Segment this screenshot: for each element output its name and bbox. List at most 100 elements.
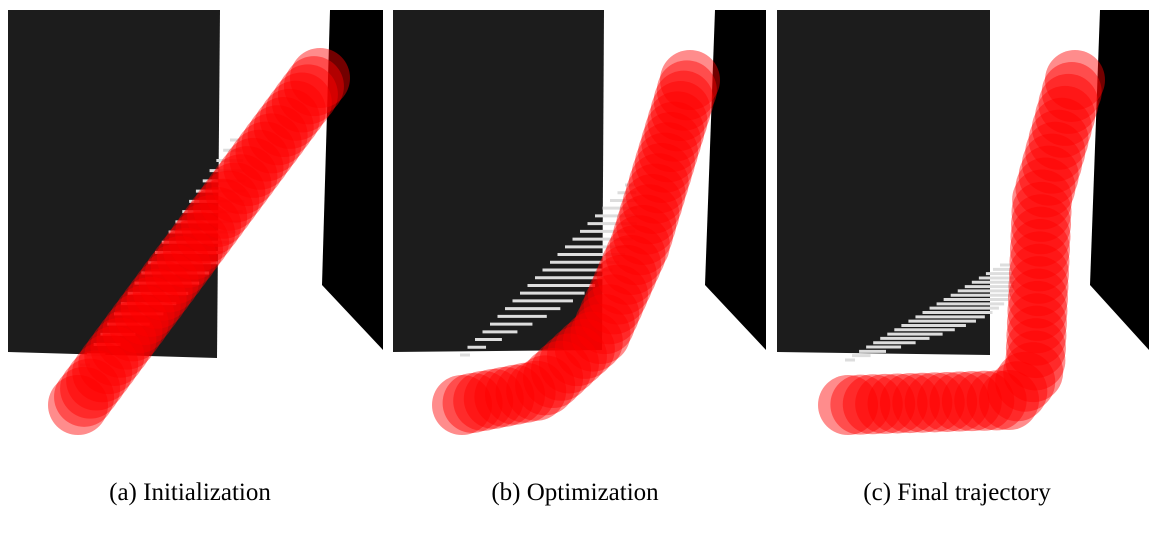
robot-state xyxy=(1011,181,1072,242)
robot-state xyxy=(587,264,648,325)
robot-state xyxy=(187,186,248,247)
robot-state xyxy=(656,60,717,121)
robot-state xyxy=(538,333,599,394)
robot-state xyxy=(235,121,296,182)
caption: (c) Final trajectory xyxy=(863,479,1051,506)
robot-state xyxy=(613,204,674,265)
robot-state xyxy=(72,342,133,403)
robot-state xyxy=(605,225,666,286)
robot-state xyxy=(474,366,535,427)
robot-state xyxy=(634,132,695,193)
robot-state xyxy=(515,355,576,416)
robot-state xyxy=(1007,268,1068,329)
robot-state xyxy=(650,80,711,141)
robot-state xyxy=(631,142,692,203)
robot-state xyxy=(601,234,662,295)
robot-state xyxy=(60,358,121,419)
robot-state xyxy=(138,252,199,313)
robot-state xyxy=(1008,243,1069,304)
robot-state xyxy=(1008,256,1069,317)
robot-state xyxy=(531,340,592,401)
robot-state xyxy=(1009,219,1070,280)
robot-state xyxy=(619,184,680,245)
robot-state xyxy=(1007,280,1068,341)
robot-state xyxy=(954,370,1015,431)
robot-state xyxy=(554,318,615,379)
robot-state xyxy=(241,113,302,174)
robot-state xyxy=(54,366,115,427)
robot-state xyxy=(842,374,903,435)
robot-state xyxy=(217,146,278,207)
robot-state xyxy=(917,371,978,432)
robot-state xyxy=(641,111,702,172)
robot-state xyxy=(223,137,284,198)
robot-state xyxy=(660,50,720,110)
robot-state xyxy=(175,203,236,264)
robot-state xyxy=(966,370,1027,431)
robot-state xyxy=(644,101,705,162)
obstacle xyxy=(8,10,220,358)
robot-state xyxy=(628,153,689,214)
robot-state xyxy=(453,370,514,431)
robot-state xyxy=(253,97,314,158)
robot-state xyxy=(929,371,990,432)
robot-state xyxy=(625,163,686,224)
robot-state xyxy=(96,309,157,370)
robot-state xyxy=(1012,169,1073,230)
robot-state xyxy=(1006,293,1067,354)
robot-state xyxy=(867,373,928,434)
robot-state xyxy=(150,236,211,297)
robot-state xyxy=(205,162,266,223)
robot-state xyxy=(265,80,326,141)
robot-state xyxy=(1015,157,1076,218)
robot-state xyxy=(132,260,193,321)
robot-state xyxy=(1035,85,1096,146)
caption: (b) Optimization xyxy=(491,479,659,506)
robot-state xyxy=(546,326,607,387)
robot-state xyxy=(1003,342,1064,403)
robot-state xyxy=(596,244,657,305)
obstacle xyxy=(1090,10,1149,350)
robot-state xyxy=(432,375,492,435)
robot-state xyxy=(1028,109,1089,170)
robot-state xyxy=(1025,121,1086,182)
obstacle xyxy=(393,10,604,352)
robot-state xyxy=(114,285,175,346)
obstacle xyxy=(777,10,990,355)
robot-state xyxy=(156,227,217,288)
robot-state xyxy=(892,372,953,433)
robot-state xyxy=(579,284,640,345)
robot-state xyxy=(1006,305,1067,366)
robot-state xyxy=(169,211,229,272)
caption: (a) Initialization xyxy=(109,479,271,506)
robot-state xyxy=(562,311,623,372)
robot-state xyxy=(638,122,699,183)
trajectories xyxy=(48,48,1105,435)
robot-state xyxy=(583,274,644,335)
robot-state xyxy=(979,370,1040,431)
robot-state xyxy=(622,173,683,234)
robot-state xyxy=(1021,133,1082,194)
robot-state xyxy=(1041,61,1102,122)
robot-state xyxy=(259,88,320,149)
robot-state xyxy=(463,368,524,429)
robot-state xyxy=(1009,231,1070,292)
robot-state xyxy=(1038,73,1099,134)
robot-state xyxy=(855,373,916,434)
robot-state xyxy=(442,372,503,433)
robot-state xyxy=(647,91,708,152)
robot-state xyxy=(818,375,878,435)
robot-state xyxy=(90,317,151,378)
robot-state xyxy=(570,304,631,365)
robot-state xyxy=(290,48,350,108)
robot-state xyxy=(574,294,635,355)
panel-c xyxy=(777,10,1149,355)
robot-state xyxy=(941,371,1002,432)
robot-state xyxy=(484,364,545,425)
robot-state xyxy=(78,334,139,395)
robot-state xyxy=(66,350,127,411)
robot-state xyxy=(987,361,1048,422)
robot-state xyxy=(592,254,653,315)
robot-state xyxy=(181,195,242,256)
robot-state xyxy=(616,194,677,255)
